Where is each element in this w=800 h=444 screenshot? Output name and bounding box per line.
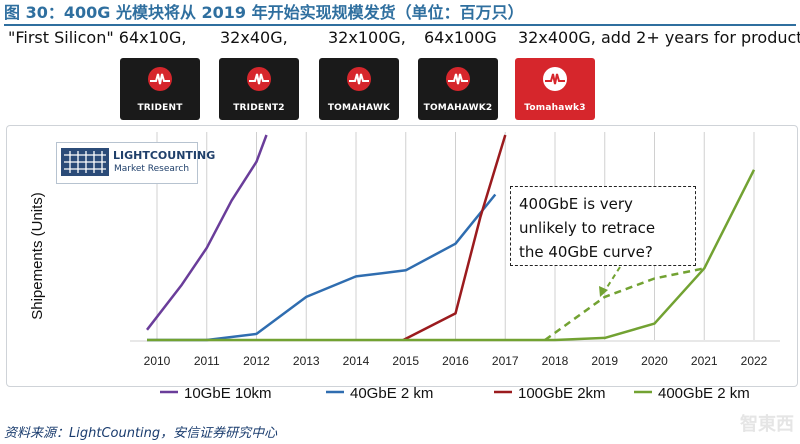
lightcounting-grid-icon bbox=[61, 148, 109, 176]
x-tick-label-2018: 2018 bbox=[542, 354, 569, 368]
logo-name: LIGHTCOUNTING bbox=[113, 149, 216, 162]
broadcom-logo-icon bbox=[543, 67, 567, 91]
series-line-400gbe-2-km bbox=[147, 169, 756, 342]
plot-frame bbox=[6, 125, 798, 387]
chip-name: Tomahawk3 bbox=[524, 103, 586, 113]
chip-label-32x400g: 32x400G, add 2+ years for production bbox=[518, 28, 800, 47]
chip-label-64x100g: 64x100G bbox=[424, 28, 497, 47]
chip-tomahawk3: Tomahawk3 bbox=[515, 58, 595, 120]
broadcom-logo-icon bbox=[148, 67, 172, 91]
chip-label-first-silicon: "First Silicon" 64x10G, bbox=[8, 28, 187, 47]
callout-box: 400GbE is very unlikely to retrace the 4… bbox=[510, 186, 696, 266]
series-line-100gbe-2km bbox=[402, 134, 507, 342]
callout-arrow-line bbox=[603, 266, 621, 293]
chip-tomahawk: TOMAHAWK bbox=[319, 58, 399, 120]
chip-label-32x100g: 32x100G, bbox=[328, 28, 406, 47]
x-tick-label-2020: 2020 bbox=[641, 354, 668, 368]
x-tick-label-2012: 2012 bbox=[243, 354, 270, 368]
chip-labels-row: "First Silicon" 64x10G, 32x40G, 32x100G,… bbox=[0, 28, 800, 50]
broadcom-logo-icon bbox=[446, 67, 470, 91]
chip-name: TRIDENT bbox=[137, 103, 183, 113]
legend-label-2: 100GbE 2km bbox=[518, 385, 606, 402]
x-tick-label-2011: 2011 bbox=[194, 354, 220, 368]
lightcounting-logo: LIGHTCOUNTING Market Research bbox=[56, 142, 215, 184]
legend: 10GbE 10km 40GbE 2 km 100GbE 2km 400GbE 2 k… bbox=[160, 385, 750, 402]
broadcom-logo-icon bbox=[247, 67, 271, 91]
figure-title: 图 30：400G 光模块将从 2019 年开始实现规模发货（单位：百万只） bbox=[4, 2, 796, 26]
x-tick-labels: 2010 2011 2012 2013 2014 2015 2016 2017 2018 2019… bbox=[144, 354, 768, 368]
chip-name: TOMAHAWK bbox=[327, 103, 391, 113]
chip-name: TRIDENT2 bbox=[233, 103, 285, 113]
chip-name: TOMAHAWK2 bbox=[423, 103, 493, 113]
x-tick-label-2013: 2013 bbox=[293, 354, 320, 368]
x-tick-label-2015: 2015 bbox=[392, 354, 419, 368]
series-line-10gbe-10km bbox=[146, 134, 268, 331]
series-line-400gbe-projection-40gbe-like- bbox=[544, 267, 705, 342]
broadcom-logo-icon bbox=[347, 67, 371, 91]
callout-line-1: 400GbE is very bbox=[519, 195, 633, 213]
source-note: 资料来源：LightCounting，安信证券研究中心 bbox=[4, 426, 278, 441]
x-tick-label-2022: 2022 bbox=[741, 354, 768, 368]
chip-trident: TRIDENT bbox=[120, 58, 200, 120]
chip-trident2: TRIDENT2 bbox=[219, 58, 299, 120]
logo-subtitle: Market Research bbox=[114, 164, 190, 174]
x-tick-label-2016: 2016 bbox=[442, 354, 469, 368]
x-tick-label-2021: 2021 bbox=[691, 354, 718, 368]
x-tick-label-2017: 2017 bbox=[492, 354, 519, 368]
watermark: 智東西 bbox=[740, 414, 794, 435]
series-line-40gbe-2-km bbox=[147, 193, 497, 342]
callout-arrow-head bbox=[599, 286, 608, 297]
legend-label-3: 400GbE 2 km bbox=[658, 385, 750, 402]
x-tick-label-2010: 2010 bbox=[144, 354, 171, 368]
series-lines bbox=[146, 134, 756, 342]
legend-label-0: 10GbE 10km bbox=[184, 385, 272, 402]
chip-label-32x40g: 32x40G, bbox=[220, 28, 288, 47]
chip-tomahawk2: TOMAHAWK2 bbox=[418, 58, 498, 120]
x-tick-label-2014: 2014 bbox=[343, 354, 370, 368]
callout-line-3: the 40GbE curve? bbox=[519, 243, 653, 261]
x-tick-label-2019: 2019 bbox=[591, 354, 618, 368]
legend-label-1: 40GbE 2 km bbox=[350, 385, 433, 402]
callout-line-2: unlikely to retrace bbox=[519, 219, 656, 237]
y-axis-label: Shipements (Units) bbox=[29, 192, 46, 320]
